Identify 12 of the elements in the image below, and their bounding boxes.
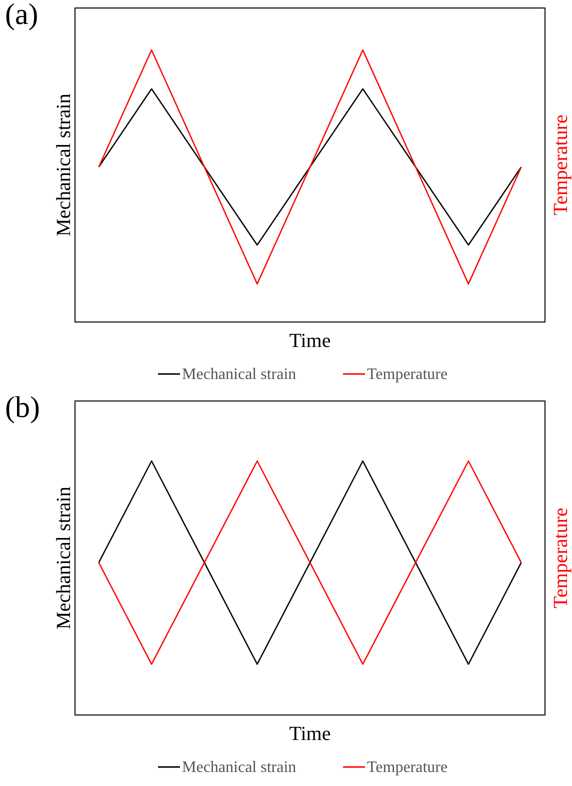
- legend-label: Temperature: [367, 366, 448, 383]
- x-axis-title: Time: [289, 330, 331, 352]
- chart-title: (b): [5, 391, 40, 424]
- y2-axis-title: Temperature: [550, 508, 572, 608]
- x-axis-title: Time: [289, 723, 331, 745]
- chart-title: (a): [5, 0, 38, 31]
- legend-label: Mechanical strain: [182, 759, 296, 776]
- y-axis-title: Mechanical strain: [53, 94, 75, 236]
- legend-label: Temperature: [367, 759, 448, 776]
- legend-label: Mechanical strain: [182, 366, 296, 383]
- y-axis-title: Mechanical strain: [53, 486, 75, 630]
- y2-axis-title: Temperature: [550, 114, 572, 216]
